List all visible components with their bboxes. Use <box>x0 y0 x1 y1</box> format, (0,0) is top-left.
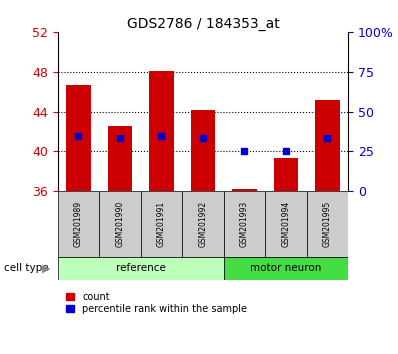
FancyBboxPatch shape <box>307 191 348 257</box>
FancyBboxPatch shape <box>58 191 99 257</box>
Bar <box>149 71 174 191</box>
Legend: count, percentile rank within the sample: count, percentile rank within the sample <box>62 288 251 318</box>
Text: GSM201994: GSM201994 <box>281 201 291 247</box>
Bar <box>107 126 133 191</box>
Text: GSM201990: GSM201990 <box>115 201 125 247</box>
FancyBboxPatch shape <box>58 257 224 280</box>
FancyBboxPatch shape <box>224 191 265 257</box>
Text: GSM201992: GSM201992 <box>199 201 207 247</box>
FancyBboxPatch shape <box>224 257 348 280</box>
Bar <box>66 85 91 191</box>
Text: reference: reference <box>116 263 166 273</box>
FancyBboxPatch shape <box>265 191 307 257</box>
Text: GSM201989: GSM201989 <box>74 201 83 247</box>
Text: ▶: ▶ <box>41 263 50 273</box>
Bar <box>232 189 257 191</box>
Text: GSM201991: GSM201991 <box>157 201 166 247</box>
Text: GSM201995: GSM201995 <box>323 201 332 247</box>
FancyBboxPatch shape <box>182 191 224 257</box>
Bar <box>273 158 298 191</box>
Text: cell type: cell type <box>4 263 49 273</box>
FancyBboxPatch shape <box>99 191 141 257</box>
Text: motor neuron: motor neuron <box>250 263 322 273</box>
Bar <box>191 109 215 191</box>
FancyBboxPatch shape <box>141 191 182 257</box>
Text: GSM201993: GSM201993 <box>240 201 249 247</box>
Bar <box>315 99 340 191</box>
Title: GDS2786 / 184353_at: GDS2786 / 184353_at <box>127 17 279 31</box>
